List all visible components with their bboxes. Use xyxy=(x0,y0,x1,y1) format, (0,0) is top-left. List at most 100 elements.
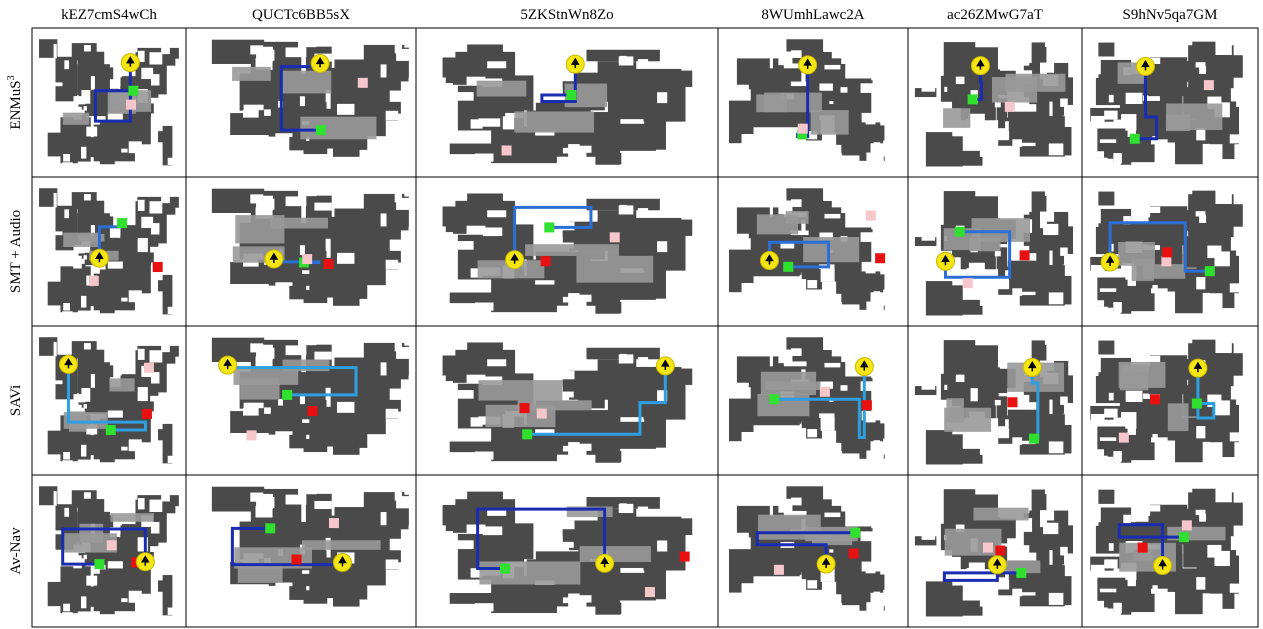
target xyxy=(126,100,136,110)
floor xyxy=(475,154,494,162)
floor xyxy=(892,279,897,289)
floor xyxy=(1196,277,1205,289)
floor xyxy=(123,200,129,214)
explored xyxy=(969,238,1000,252)
wall xyxy=(244,81,263,106)
floor xyxy=(851,46,869,54)
start xyxy=(316,125,326,135)
map-cell xyxy=(32,177,186,326)
floor xyxy=(81,147,86,159)
start xyxy=(544,222,554,232)
floor xyxy=(302,419,309,423)
floor xyxy=(919,447,926,452)
floor xyxy=(1245,163,1258,172)
floor xyxy=(455,241,474,250)
wall xyxy=(1098,192,1114,206)
floor xyxy=(877,401,889,410)
floor xyxy=(1104,409,1117,418)
floor xyxy=(1230,432,1243,441)
explored xyxy=(232,67,271,81)
floor xyxy=(840,87,847,93)
floor xyxy=(683,502,697,514)
floor xyxy=(337,402,354,413)
wall xyxy=(491,276,568,313)
floor xyxy=(553,542,574,548)
floor xyxy=(478,118,500,126)
floor xyxy=(1045,485,1057,494)
floor xyxy=(286,345,307,355)
floor xyxy=(108,411,123,418)
floor xyxy=(742,134,757,147)
floor xyxy=(787,289,793,302)
floor xyxy=(559,73,574,82)
floor xyxy=(787,590,793,604)
map-cell xyxy=(416,177,718,326)
floor xyxy=(638,507,648,513)
floor xyxy=(966,617,975,627)
floor xyxy=(1242,551,1258,562)
floor xyxy=(1249,352,1263,356)
floor xyxy=(1088,67,1098,78)
floor xyxy=(1045,336,1057,345)
map xyxy=(39,188,181,325)
floor xyxy=(1091,116,1105,128)
floor xyxy=(995,251,1001,256)
floor xyxy=(657,241,667,252)
floor xyxy=(791,199,802,207)
floor xyxy=(1020,143,1035,146)
wall xyxy=(158,580,169,591)
floor xyxy=(337,104,354,115)
floor xyxy=(915,273,924,282)
start xyxy=(265,523,275,533)
floor xyxy=(919,432,925,437)
map xyxy=(915,336,1073,474)
floor xyxy=(377,598,398,606)
map xyxy=(915,187,1073,325)
floor xyxy=(243,110,259,118)
floor xyxy=(841,200,857,213)
wall xyxy=(656,528,680,542)
floor xyxy=(84,555,87,559)
floor xyxy=(1195,316,1198,327)
floor xyxy=(1196,426,1205,438)
floor xyxy=(619,56,634,65)
floor xyxy=(73,256,82,269)
floor xyxy=(226,435,232,442)
floor xyxy=(129,290,142,302)
floor xyxy=(638,357,648,363)
floor xyxy=(892,130,897,140)
floor xyxy=(901,435,918,447)
floor xyxy=(123,349,129,363)
floor xyxy=(851,195,869,203)
explored xyxy=(786,211,809,224)
floor xyxy=(770,57,773,68)
floor xyxy=(1100,288,1116,292)
floor xyxy=(1096,151,1104,158)
floor xyxy=(770,355,773,366)
floor xyxy=(1100,437,1116,441)
floor xyxy=(643,301,659,305)
floor xyxy=(1113,603,1122,614)
floor xyxy=(226,586,232,593)
floor xyxy=(963,434,969,443)
floor xyxy=(563,446,586,452)
floor xyxy=(645,611,650,617)
row-label-text: SAVi xyxy=(8,385,24,416)
floor xyxy=(791,498,802,506)
wall xyxy=(1135,223,1172,245)
explored xyxy=(514,111,594,132)
floor xyxy=(1096,601,1104,608)
wall xyxy=(926,132,963,166)
floor xyxy=(866,302,883,317)
map-cell xyxy=(32,28,186,177)
floor xyxy=(956,375,965,382)
map xyxy=(915,485,1073,626)
floor xyxy=(1136,205,1150,209)
floor xyxy=(1126,391,1143,402)
floor xyxy=(919,283,925,288)
map-cell xyxy=(908,326,1082,475)
floor xyxy=(963,585,969,595)
floor xyxy=(86,127,97,137)
floor xyxy=(963,136,969,145)
floor xyxy=(487,210,506,217)
